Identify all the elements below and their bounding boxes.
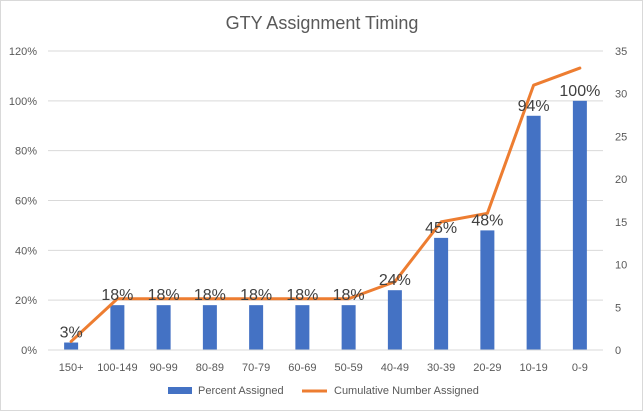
bar-data-label: 18% [101, 287, 133, 304]
bar-data-label: 45% [425, 220, 457, 237]
x-axis-tick-label: 50-59 [335, 362, 363, 374]
data-labels: 3% 18% 18% 18% 18% 18% 18% 24% 45% 48% 94% 100% [60, 83, 601, 342]
bar [480, 230, 495, 350]
left-axis-tick-label: 120% [9, 46, 37, 58]
right-axis-tick-label: 20 [615, 174, 627, 186]
left-axis-tick-label: 0% [21, 345, 37, 357]
bar [156, 305, 171, 350]
right-axis-tick-label: 0 [615, 345, 621, 357]
x-axis-tick-label: 100-149 [97, 362, 137, 374]
right-axis-tick-label: 35 [615, 46, 627, 58]
legend-label-cumulative-number: Cumulative Number Assigned [334, 385, 479, 397]
x-axis-tick-label: 150+ [59, 362, 84, 374]
bar-series [64, 100, 587, 351]
x-axis: 150+ 100-149 90-99 80-89 70-79 60-69 50-59 40-4… [48, 349, 603, 374]
right-axis-tick-label: 15 [615, 217, 627, 229]
x-axis-tick-label: 90-99 [150, 362, 178, 374]
bar-data-label: 18% [194, 287, 226, 304]
right-axis: 0 5 10 15 20 25 30 35 [615, 46, 627, 357]
x-axis-tick-label: 40-49 [381, 362, 409, 374]
bar-data-label: 3% [60, 325, 83, 342]
bar-data-label: 100% [559, 83, 600, 100]
bar-data-label: 48% [471, 212, 503, 229]
x-axis-tick-label: 0-9 [572, 362, 588, 374]
right-axis-tick-label: 25 [615, 131, 627, 143]
x-axis-tick-label: 70-79 [242, 362, 270, 374]
left-axis: 0% 20% 40% 60% 80% 100% 120% [9, 46, 37, 357]
bar [64, 342, 79, 350]
bar-data-label: 18% [286, 287, 318, 304]
line-series [69, 66, 582, 343]
legend: Percent Assigned Cumulative Number Assig… [168, 385, 479, 397]
legend-label-percent-assigned: Percent Assigned [198, 385, 284, 397]
legend-swatch-percent-assigned [168, 387, 192, 394]
right-axis-tick-label: 5 [615, 302, 621, 314]
x-axis-tick-label: 30-39 [427, 362, 455, 374]
bar [572, 100, 587, 350]
bar [249, 305, 264, 350]
x-axis-tick-label: 10-19 [520, 362, 548, 374]
cumulative-line [69, 66, 582, 343]
left-axis-tick-label: 80% [15, 146, 37, 158]
bar [341, 305, 356, 350]
left-axis-tick-label: 100% [9, 96, 37, 108]
right-axis-tick-label: 10 [615, 260, 627, 272]
gridlines [48, 50, 603, 351]
left-axis-tick-label: 40% [15, 245, 37, 257]
bar [295, 305, 310, 350]
bar-data-label: 24% [379, 272, 411, 289]
x-axis-tick-label: 20-29 [473, 362, 501, 374]
bar [202, 305, 217, 350]
right-axis-tick-label: 30 [615, 89, 627, 101]
x-axis-tick-label: 60-69 [288, 362, 316, 374]
chart-title: GTY Assignment Timing [226, 13, 419, 33]
x-axis-tick-label: 80-89 [196, 362, 224, 374]
left-axis-tick-label: 60% [15, 196, 37, 208]
bar [387, 290, 402, 350]
bar [526, 115, 541, 351]
bar-data-label: 18% [148, 287, 180, 304]
left-axis-tick-label: 20% [15, 295, 37, 307]
bar-data-label: 18% [333, 287, 365, 304]
bar [434, 237, 449, 350]
bar-data-label: 18% [240, 287, 272, 304]
bar [110, 305, 125, 350]
bar-data-label: 94% [518, 98, 550, 115]
